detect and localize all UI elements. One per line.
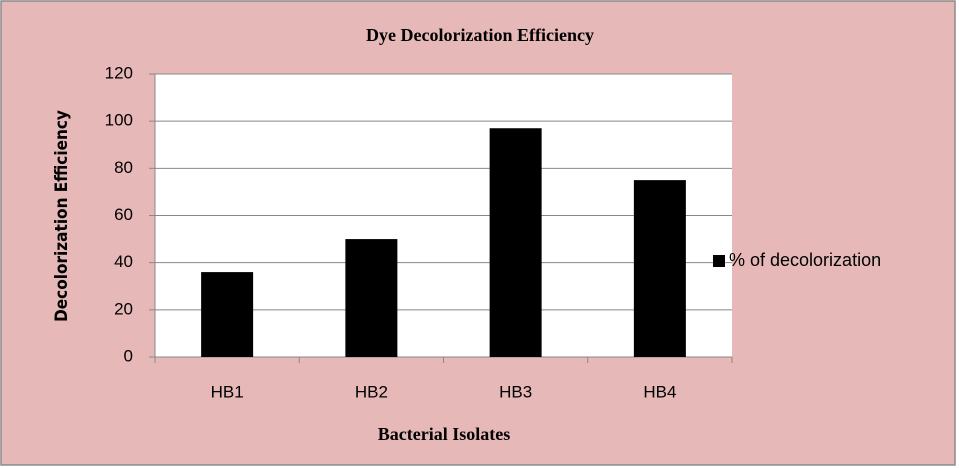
y-tick-label: 20	[114, 299, 133, 318]
y-tick-label: 60	[114, 205, 133, 224]
bar	[201, 272, 254, 357]
y-tick-label: 100	[105, 111, 133, 130]
bar	[345, 239, 398, 357]
bar	[633, 180, 686, 357]
y-tick-label: 40	[114, 252, 133, 271]
x-tick-label: HB4	[643, 382, 676, 401]
y-tick-label: 120	[105, 63, 133, 82]
x-tick-label: HB2	[355, 382, 388, 401]
x-tick-label: HB3	[499, 382, 532, 401]
bar	[489, 128, 542, 357]
y-axis-label: Decolorization Efficiency	[52, 110, 72, 322]
x-tick-label: HB1	[211, 382, 244, 401]
legend-label: % of decolorization	[729, 250, 881, 270]
y-tick-label: 0	[124, 346, 133, 365]
chart-title: Dye Decolorization Efficiency	[366, 25, 594, 45]
x-axis-label: Bacterial Isolates	[378, 424, 510, 444]
y-tick-label: 80	[114, 158, 133, 177]
legend-swatch	[713, 255, 725, 267]
